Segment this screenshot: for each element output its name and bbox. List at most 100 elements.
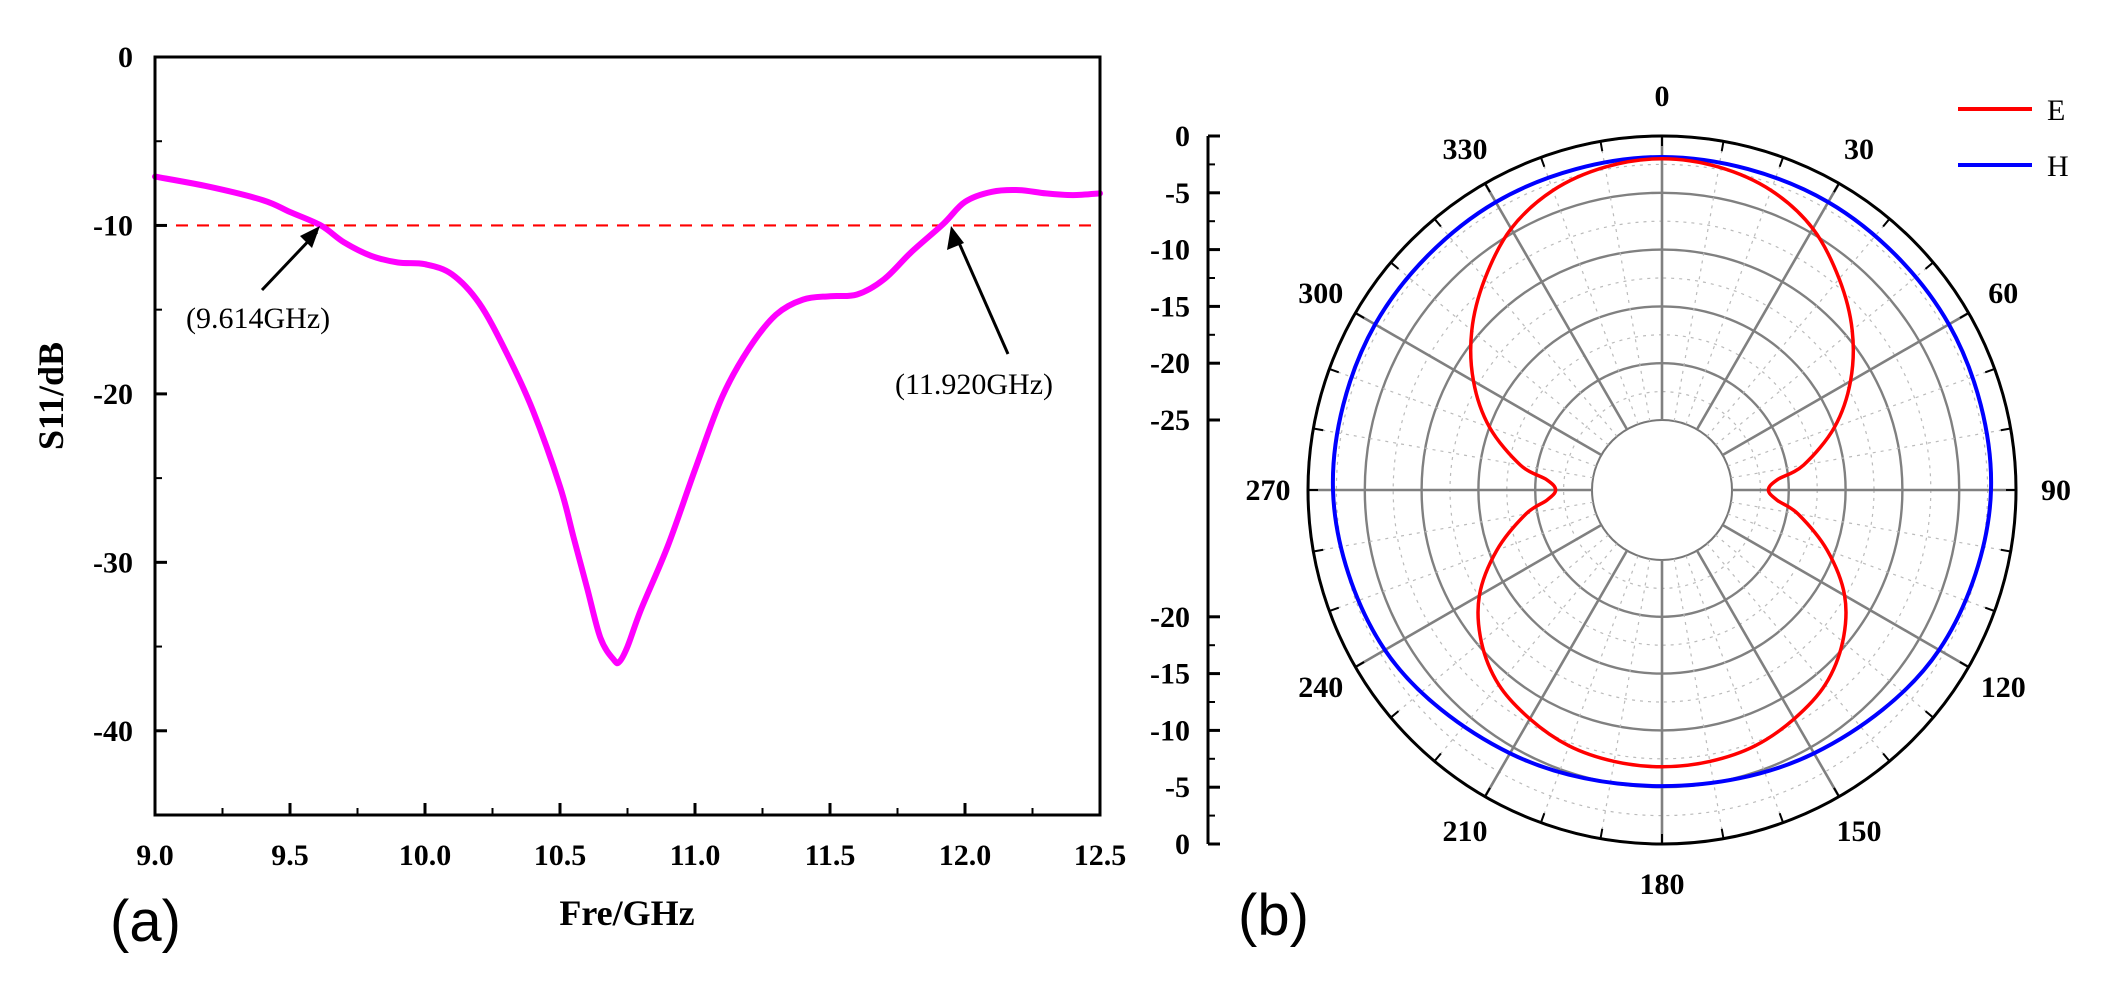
tick-marks: [153, 55, 1102, 815]
angle-tick-label: 30: [1844, 133, 1874, 166]
annotation-arrowhead-2: [947, 226, 964, 250]
angle-tick-label: 0: [1655, 80, 1670, 113]
radial-tick-label: -15: [1150, 658, 1190, 691]
angle-tick-label: 150: [1837, 815, 1882, 848]
polar-ring-tick: [1313, 427, 1324, 432]
polar-minor-spoke: [1313, 427, 1594, 479]
polar-ring-tick: [1833, 182, 1840, 193]
radial-axis: [1206, 134, 1220, 846]
y-tick-label: -20: [93, 378, 133, 411]
radiation-pattern-polar-chart: 0 30 60 90 120 150 180 210 240 270 300 330 0 -5 -10 -1…: [1150, 80, 2071, 948]
y-tick-label: 0: [118, 41, 133, 74]
x-tick-labels: 9.0 9.5 10.0 10.5 11.0 11.5 12.0 12.5: [136, 839, 1126, 872]
y-tick-labels: 0 -10 -20 -30 -40: [93, 41, 133, 748]
polar-ring-tick: [1882, 752, 1891, 762]
polar-ring-tick: [1959, 312, 1970, 319]
annotation-label-1: (9.614GHz): [186, 302, 330, 335]
polar-ring-tick: [1599, 828, 1604, 839]
angle-tick-label: 330: [1443, 133, 1488, 166]
polar-ring-tick: [1484, 182, 1491, 193]
polar-ring-tick: [1390, 710, 1400, 719]
radial-tick-label: -10: [1150, 234, 1190, 267]
e-plane-series-line: [1468, 156, 1856, 769]
polar-ring-tick: [1354, 312, 1365, 319]
polar-ring-tick: [1539, 812, 1546, 823]
radial-tick-label: 0: [1175, 828, 1190, 861]
polar-ring-tick: [1599, 141, 1604, 152]
polar-ring-tick: [1390, 261, 1400, 270]
legend: E H: [1958, 94, 2069, 183]
x-tick-label: 12.0: [939, 839, 992, 872]
polar-minor-spoke: [1730, 427, 2011, 479]
polar-major-spoke: [1354, 311, 1603, 457]
polar-ring-tick: [1329, 606, 1340, 613]
angle-tick-label: 180: [1640, 868, 1685, 901]
x-tick-label: 9.0: [136, 839, 174, 872]
panel-label-b: (b): [1238, 883, 1309, 948]
polar-ring-tick: [1833, 787, 1840, 798]
radial-tick-label: -5: [1165, 771, 1190, 804]
polar-major-spoke: [1483, 182, 1629, 431]
polar-ring-tick: [1924, 710, 1934, 719]
polar-ring-tick: [1720, 141, 1725, 152]
radial-tick-label: -20: [1150, 347, 1190, 380]
polar-ring-tick: [2000, 427, 2011, 432]
angle-tick-label: 240: [1298, 671, 1343, 704]
polar-ring-tick: [1778, 812, 1785, 823]
y-axis-title: S11/dB: [31, 342, 71, 450]
polar-minor-spoke: [1313, 501, 1594, 553]
polar-major-spoke: [1721, 311, 1970, 457]
annotation-arrow-2: [954, 235, 1010, 355]
angle-tick-label: 120: [1981, 671, 2026, 704]
h-plane-series-line: [1330, 154, 1994, 789]
radial-tick-label: -5: [1165, 177, 1190, 210]
annotation-arrowhead-1: [300, 226, 320, 248]
plot-frame: [153, 55, 1102, 817]
x-tick-label: 10.5: [534, 839, 587, 872]
radial-tick-label: 0: [1175, 120, 1190, 153]
radial-tick-label: -25: [1150, 404, 1190, 437]
annotation-label-2: (11.920GHz): [895, 368, 1053, 401]
radial-tick-label: -20: [1150, 601, 1190, 634]
angle-tick-label: 210: [1443, 815, 1488, 848]
polar-inner-ring: [1591, 419, 1733, 561]
annotations: (9.614GHz) (11.920GHz): [186, 226, 1053, 401]
polar-ring-tick: [1539, 157, 1546, 168]
polar-minor-spoke: [1730, 501, 2011, 553]
radial-tick-labels: 0 -5 -10 -15 -20 -25 -20 -15 -10 -5 0: [1150, 120, 1190, 861]
polar-ring-tick: [1720, 828, 1725, 839]
y-tick-label: -30: [93, 546, 133, 579]
polar-minor-spoke: [1673, 141, 1725, 422]
polar-ring-tick: [1984, 606, 1995, 613]
polar-minor-spoke: [1540, 157, 1639, 425]
y-tick-label: -10: [93, 209, 133, 242]
polar-ring-tick: [1433, 218, 1442, 228]
polar-ring-tick: [1354, 661, 1365, 668]
polar-minor-spoke: [1673, 558, 1725, 839]
angle-tick-label: 60: [1988, 277, 2018, 310]
polar-major-spoke: [1483, 549, 1629, 798]
s11-chart: 9.0 9.5 10.0 10.5 11.0 11.5 12.0 12.5 0 -10 -20 -3…: [31, 41, 1126, 954]
polar-outer-ring: [1306, 134, 2018, 846]
radial-tick-label: -15: [1150, 290, 1190, 323]
polar-ring-tick: [1924, 261, 1934, 270]
x-tick-label: 11.0: [670, 839, 721, 872]
x-tick-label: 9.5: [271, 839, 309, 872]
x-tick-label: 12.5: [1074, 839, 1127, 872]
polar-major-spoke: [1695, 182, 1841, 431]
polar-ring-tick: [1433, 752, 1442, 762]
panel-label-a: (a): [110, 889, 181, 954]
legend-label-h: H: [2047, 150, 2069, 183]
polar-major-spoke: [1695, 549, 1841, 798]
polar-minor-spoke: [1329, 368, 1597, 467]
x-tick-label: 10.0: [399, 839, 452, 872]
y-tick-label: -40: [93, 715, 133, 748]
polar-ring-tick: [2000, 548, 2011, 553]
x-tick-label: 11.5: [805, 839, 856, 872]
polar-ring-tick: [1329, 367, 1340, 374]
s11-series-line: [152, 173, 1103, 667]
polar-grid: [1306, 134, 2018, 846]
polar-minor-spoke: [1329, 513, 1597, 612]
polar-ring-tick: [1778, 157, 1785, 168]
